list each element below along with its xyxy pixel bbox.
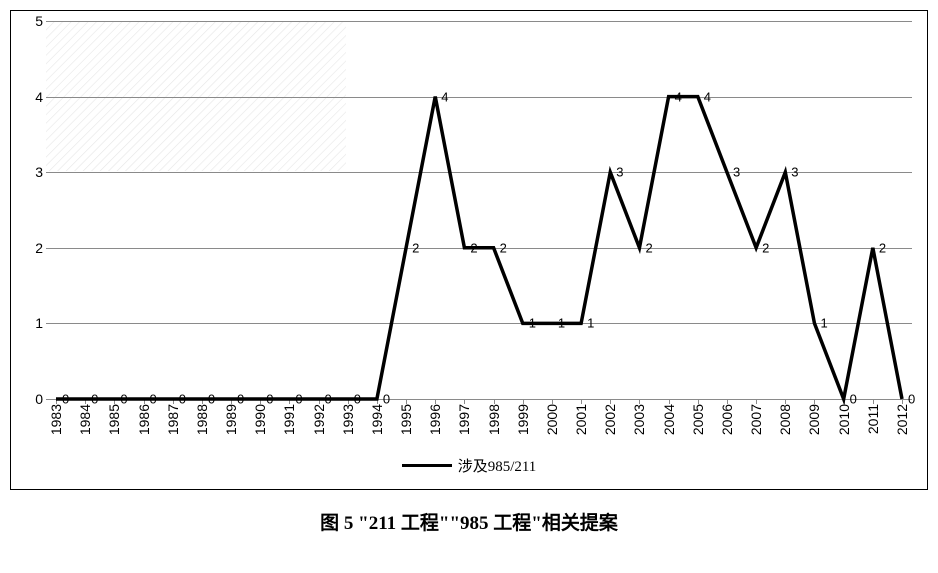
x-tick-label: 1997 bbox=[456, 404, 472, 435]
y-tick-label: 2 bbox=[35, 240, 43, 256]
x-tick-label: 2007 bbox=[748, 404, 764, 435]
x-tick-label: 2001 bbox=[573, 404, 589, 435]
legend: 涉及985/211 bbox=[11, 451, 927, 479]
data-label: 4 bbox=[704, 89, 711, 104]
y-tick-label: 4 bbox=[35, 89, 43, 105]
x-tick-label: 1992 bbox=[311, 404, 327, 435]
y-axis: 012345 bbox=[21, 21, 43, 399]
data-label: 4 bbox=[675, 89, 682, 104]
data-label: 2 bbox=[645, 240, 652, 255]
x-tick-label: 2003 bbox=[631, 404, 647, 435]
plot-area: 000000000000242211132443231020 bbox=[46, 21, 912, 399]
x-tick-label: 2008 bbox=[777, 404, 793, 435]
x-tick-label: 2009 bbox=[806, 404, 822, 435]
y-tick-label: 3 bbox=[35, 164, 43, 180]
legend-label: 涉及985/211 bbox=[458, 455, 537, 476]
data-label: 3 bbox=[733, 165, 740, 180]
data-label: 1 bbox=[529, 316, 536, 331]
x-tick-label: 1986 bbox=[136, 404, 152, 435]
data-label: 1 bbox=[587, 316, 594, 331]
data-label: 4 bbox=[441, 89, 448, 104]
data-label: 2 bbox=[470, 240, 477, 255]
x-tick-label: 1994 bbox=[369, 404, 385, 435]
x-tick-label: 2012 bbox=[894, 404, 910, 435]
chart-container: 012345 000000000000242211132443231020 19… bbox=[10, 10, 928, 490]
x-tick-label: 2010 bbox=[836, 404, 852, 435]
x-tick-label: 1991 bbox=[281, 404, 297, 435]
x-tick-label: 1995 bbox=[398, 404, 414, 435]
figure-caption: 图 5 "211 工程""985 工程"相关提案 bbox=[10, 508, 928, 535]
data-label: 3 bbox=[616, 165, 623, 180]
x-axis: 1983 1984 1985 1986 1987 1988 1989 1990 1991 1992… bbox=[46, 404, 912, 444]
x-tick-label: 1985 bbox=[106, 404, 122, 435]
x-tick-label: 2006 bbox=[719, 404, 735, 435]
x-tick-label: 1984 bbox=[77, 404, 93, 435]
x-tick-label: 2005 bbox=[690, 404, 706, 435]
x-tick-label: 2011 bbox=[865, 404, 881, 434]
data-label: 1 bbox=[558, 316, 565, 331]
x-tick-label: 1999 bbox=[515, 404, 531, 435]
x-tick-label: 1996 bbox=[427, 404, 443, 435]
x-tick-label: 1983 bbox=[48, 404, 64, 435]
data-label: 3 bbox=[791, 165, 798, 180]
x-tick-label: 1998 bbox=[486, 404, 502, 435]
y-tick-label: 5 bbox=[35, 13, 43, 29]
data-label: 2 bbox=[762, 240, 769, 255]
x-tick-label: 1993 bbox=[340, 404, 356, 435]
line-series bbox=[46, 21, 912, 399]
x-tick-label: 2000 bbox=[544, 404, 560, 435]
x-tick-label: 2004 bbox=[661, 404, 677, 435]
x-tick-label: 2002 bbox=[602, 404, 618, 435]
data-label: 1 bbox=[820, 316, 827, 331]
data-label: 2 bbox=[500, 240, 507, 255]
x-tick-label: 1988 bbox=[194, 404, 210, 435]
data-label: 2 bbox=[412, 240, 419, 255]
x-tick-label: 1989 bbox=[223, 404, 239, 435]
data-label: 2 bbox=[879, 240, 886, 255]
y-tick-label: 0 bbox=[35, 391, 43, 407]
x-tick-label: 1990 bbox=[252, 404, 268, 435]
x-tick-label: 1987 bbox=[165, 404, 181, 435]
legend-line-sample bbox=[402, 464, 452, 467]
y-tick-label: 1 bbox=[35, 315, 43, 331]
